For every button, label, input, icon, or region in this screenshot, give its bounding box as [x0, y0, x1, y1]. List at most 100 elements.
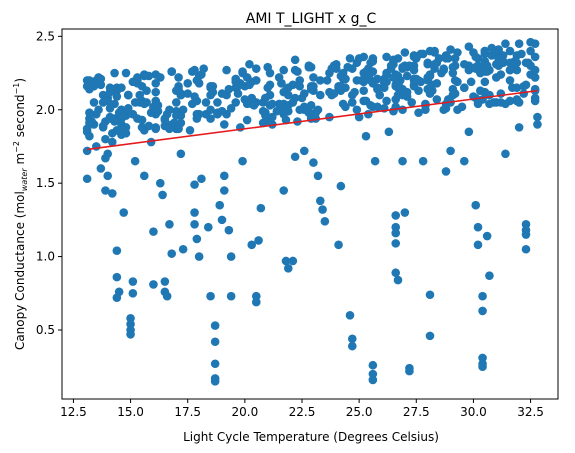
y-axis-label: Canopy Conductance (molwater m−2 second−… [12, 78, 29, 350]
data-point [149, 280, 158, 289]
data-point [313, 171, 323, 181]
data-point [430, 59, 439, 69]
data-point [201, 98, 211, 107]
data-point [409, 51, 419, 60]
data-point [391, 239, 401, 248]
data-point [112, 126, 122, 135]
data-point [139, 71, 149, 81]
data-point [475, 86, 485, 95]
y-label-sub: water [20, 168, 29, 192]
data-point [521, 80, 531, 90]
data-point [487, 43, 497, 53]
data-point [299, 102, 309, 112]
data-point [194, 252, 204, 261]
data-point [306, 101, 316, 110]
data-point [505, 76, 515, 85]
data-point [448, 84, 458, 94]
data-point [183, 89, 193, 98]
data-point [521, 244, 531, 254]
data-point [283, 83, 293, 93]
data-point [91, 109, 101, 119]
data-point [176, 149, 186, 159]
y-axis: 0.5 1.0 1.5 2.0 2.5 [36, 29, 62, 337]
data-point [400, 208, 410, 217]
data-point [382, 52, 391, 62]
data-point [190, 208, 199, 217]
data-point [533, 112, 542, 122]
data-point [341, 74, 350, 84]
data-point [382, 96, 391, 106]
data-point [149, 227, 158, 236]
data-point [501, 39, 510, 48]
data-point [448, 62, 458, 72]
data-point [279, 186, 289, 195]
data-point [130, 156, 140, 166]
data-point [178, 244, 188, 254]
y-label-sup1: −2 [12, 141, 21, 153]
data-point [530, 96, 540, 106]
data-point [389, 73, 398, 82]
data-point [416, 49, 426, 59]
data-point [123, 90, 133, 100]
data-point [226, 252, 236, 261]
data-point [473, 240, 483, 250]
y-label-mid: m [13, 153, 27, 169]
data-point [514, 39, 524, 48]
data-point [512, 58, 522, 68]
data-point [194, 79, 204, 88]
data-point [359, 52, 369, 62]
data-point [128, 77, 138, 87]
x-tick-label: 12.5 [60, 405, 87, 419]
data-point [391, 228, 401, 238]
data-point [192, 114, 202, 123]
data-point [135, 90, 145, 100]
data-point [290, 55, 300, 65]
data-point [206, 90, 215, 100]
data-point [478, 306, 487, 316]
data-point [277, 79, 286, 88]
x-tick-label: 22.5 [289, 405, 316, 419]
data-point [183, 79, 193, 88]
data-point [363, 71, 373, 81]
data-point [478, 291, 487, 301]
data-point [329, 61, 339, 71]
data-point [247, 99, 257, 109]
data-point [473, 222, 483, 232]
data-point [197, 70, 206, 79]
data-point [265, 115, 275, 125]
data-point [103, 149, 113, 159]
data-point [290, 152, 300, 162]
data-point [512, 95, 522, 104]
data-point [105, 114, 115, 123]
data-point [123, 103, 133, 113]
data-point [213, 98, 222, 107]
data-point [336, 181, 346, 191]
data-point [238, 156, 247, 166]
data-point [233, 89, 243, 98]
data-point [425, 46, 435, 56]
data-point [167, 67, 177, 76]
data-point [98, 98, 108, 107]
fit-line-group [87, 89, 538, 151]
data-point [137, 115, 147, 125]
data-point [151, 87, 161, 97]
data-point [309, 73, 318, 82]
data-point [210, 377, 220, 386]
data-point [151, 79, 161, 88]
data-point [126, 330, 135, 339]
data-point [382, 70, 391, 79]
data-point [496, 70, 506, 79]
data-point [482, 231, 492, 241]
data-point [345, 54, 355, 63]
data-point [107, 189, 117, 198]
data-point [151, 124, 161, 134]
data-point [110, 68, 119, 78]
data-point [505, 58, 515, 68]
y-tick-label: 2.5 [36, 29, 55, 43]
data-point [347, 98, 357, 107]
data-point [512, 83, 522, 93]
data-point [258, 106, 268, 116]
data-point [498, 57, 508, 66]
x-tick-label: 32.5 [517, 405, 544, 419]
data-point [165, 124, 174, 134]
